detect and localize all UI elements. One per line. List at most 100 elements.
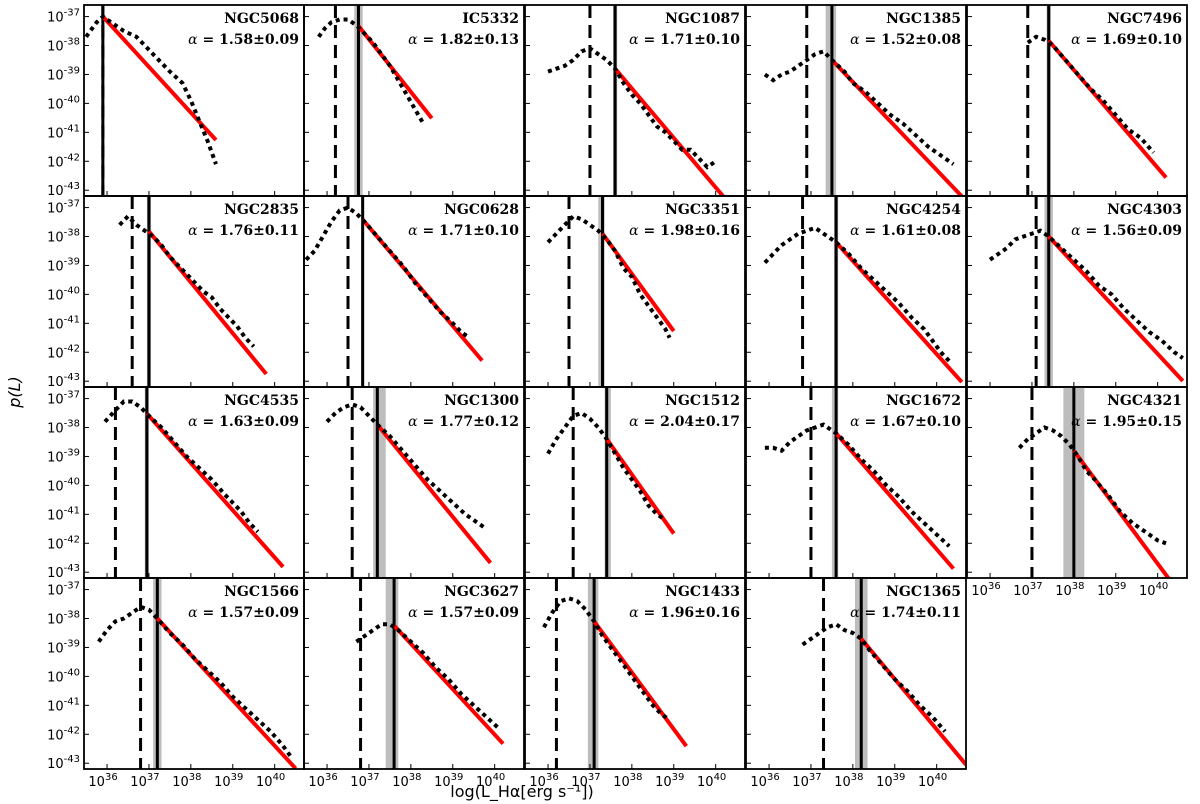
panel-frame bbox=[966, 386, 1188, 579]
galaxy-name: NGC1433 bbox=[665, 584, 740, 600]
plot-area bbox=[546, 196, 676, 387]
galaxy-name: NGC4321 bbox=[1107, 393, 1182, 409]
plot-area bbox=[1017, 387, 1171, 578]
power-law-fit-line bbox=[605, 437, 676, 535]
alpha-value: α = 1.77±0.12 bbox=[408, 414, 519, 430]
panel-ic5332: IC5332 α = 1.82±0.13 bbox=[303, 4, 525, 197]
plot-area bbox=[317, 5, 434, 196]
galaxy-name: NGC4303 bbox=[1107, 202, 1182, 218]
alpha-value: α = 1.52±0.08 bbox=[850, 32, 961, 48]
y-tick-label: 10-43 bbox=[47, 181, 80, 199]
y-tick-label: 10-43 bbox=[47, 372, 80, 390]
data-distribution-line bbox=[763, 48, 955, 166]
alpha-value: α = 1.82±0.13 bbox=[408, 32, 519, 48]
y-axis-label: p(L) bbox=[5, 376, 24, 409]
data-distribution-line bbox=[1017, 425, 1167, 546]
panel-frame bbox=[745, 577, 967, 770]
y-tick-label: 10-41 bbox=[47, 123, 80, 141]
y-tick-label: 10-38 bbox=[47, 228, 80, 246]
x-tick-label: 1037 bbox=[130, 772, 159, 790]
power-law-fit-line bbox=[1072, 449, 1171, 578]
x-tick-label: 1038 bbox=[172, 772, 201, 790]
panel-ngc1385: NGC1385 α = 1.52±0.08 bbox=[745, 4, 967, 197]
galaxy-name: NGC3351 bbox=[665, 202, 740, 218]
panel-ngc1365: 1036 1037 1038 1039 1040 NGC1365 α = 1.74±0.11 bbox=[745, 577, 967, 790]
y-tick-label: 10-39 bbox=[47, 65, 80, 83]
panel-ngc1512: NGC1512 α = 2.04±0.17 bbox=[524, 386, 746, 579]
x-tick-label: 1036 bbox=[971, 581, 1000, 599]
y-tick-label: 10-41 bbox=[47, 696, 80, 714]
panel-ngc1566: 10-37 10-38 10-39 10-40 10-41 10-42 10-43 1036 1… bbox=[47, 577, 305, 790]
alpha-value: α = 1.61±0.08 bbox=[850, 223, 961, 239]
x-tick-label: 1040 bbox=[256, 772, 285, 790]
y-tick-label: 10-42 bbox=[47, 152, 80, 170]
x-tick-label: 1038 bbox=[392, 772, 421, 790]
x-tick-label: 1037 bbox=[1013, 581, 1042, 599]
alpha-value: α = 1.67±0.10 bbox=[850, 414, 961, 430]
x-tick-label: 1036 bbox=[750, 772, 779, 790]
plot-area bbox=[801, 578, 966, 769]
galaxy-name: NGC1300 bbox=[444, 393, 519, 409]
plot-area bbox=[546, 387, 676, 578]
panel-frame bbox=[524, 577, 746, 770]
data-distribution-line bbox=[355, 622, 501, 730]
panel-ngc5068: 10-37 10-38 10-39 10-40 10-41 10-42 10-43 NGC50… bbox=[47, 4, 305, 199]
data-distribution-line bbox=[317, 17, 426, 125]
galaxy-name: NGC0628 bbox=[444, 202, 519, 218]
power-law-fit-line bbox=[145, 412, 285, 569]
x-tick-label: 1040 bbox=[476, 772, 505, 790]
x-tick-label: 1039 bbox=[214, 772, 243, 790]
y-tick-label: 10-40 bbox=[47, 667, 80, 685]
power-law-fit-line bbox=[859, 637, 966, 766]
galaxy-name: NGC4535 bbox=[224, 393, 299, 409]
y-tick-label: 10-40 bbox=[47, 285, 80, 303]
x-tick-label: 1038 bbox=[1055, 581, 1084, 599]
y-tick-label: 10-39 bbox=[47, 256, 80, 274]
plot-area bbox=[1026, 5, 1168, 196]
power-law-fit-line bbox=[147, 230, 268, 376]
plot-area bbox=[988, 196, 1185, 387]
lmin-uncertainty-band bbox=[385, 578, 399, 769]
plot-area bbox=[355, 578, 505, 769]
panel-ngc4321: 1036 1037 1038 1039 1040 NGC4321 α = 1.95±0.15 bbox=[966, 386, 1188, 599]
plot-area bbox=[763, 196, 964, 387]
alpha-value: α = 1.96±0.16 bbox=[629, 605, 740, 621]
alpha-value: α = 1.76±0.11 bbox=[188, 223, 299, 239]
power-law-fit-line bbox=[830, 58, 964, 196]
galaxy-name: NGC1672 bbox=[886, 393, 961, 409]
galaxy-name: NGC5068 bbox=[224, 11, 299, 27]
y-tick-label: 10-40 bbox=[47, 476, 80, 494]
alpha-value: α = 1.57±0.09 bbox=[408, 605, 519, 621]
power-law-fit-line bbox=[613, 67, 726, 196]
x-tick-label: 1040 bbox=[697, 772, 726, 790]
y-tick-label: 10-39 bbox=[47, 638, 80, 656]
y-tick-label: 10-42 bbox=[47, 343, 80, 361]
y-tick-label: 10-37 bbox=[47, 581, 80, 599]
x-tick-label: 1037 bbox=[350, 772, 379, 790]
galaxy-name: NGC7496 bbox=[1107, 11, 1182, 27]
plot-area bbox=[97, 578, 298, 769]
power-law-fit-line bbox=[834, 431, 955, 570]
alpha-value: α = 1.63±0.09 bbox=[188, 414, 299, 430]
power-law-fit-line bbox=[1047, 235, 1185, 383]
panel-grid: 10-37 10-38 10-39 10-40 10-41 10-42 10-43 NGC50… bbox=[47, 4, 1188, 790]
data-distribution-line bbox=[103, 399, 260, 534]
alpha-value: α = 1.69±0.10 bbox=[1071, 32, 1182, 48]
panel-ngc1087: NGC1087 α = 1.71±0.10 bbox=[524, 4, 746, 197]
data-distribution-line bbox=[325, 402, 488, 531]
x-tick-label: 1039 bbox=[1097, 581, 1126, 599]
panel-ngc0628: NGC0628 α = 1.71±0.10 bbox=[303, 195, 525, 388]
power-law-fit-line bbox=[392, 624, 505, 746]
x-tick-label: 1039 bbox=[876, 772, 905, 790]
data-distribution-line bbox=[546, 213, 672, 339]
y-tick-label: 10-41 bbox=[47, 505, 80, 523]
x-tick-label: 1036 bbox=[308, 772, 337, 790]
galaxy-name: NGC1566 bbox=[224, 584, 299, 600]
power-law-fit-line bbox=[834, 240, 964, 384]
data-distribution-line bbox=[547, 46, 717, 170]
power-law-fit-line bbox=[361, 218, 484, 362]
y-tick-label: 10-43 bbox=[47, 563, 80, 581]
panel-ngc4303: NGC4303 α = 1.56±0.09 bbox=[966, 195, 1188, 388]
power-law-fit-line bbox=[592, 620, 688, 748]
